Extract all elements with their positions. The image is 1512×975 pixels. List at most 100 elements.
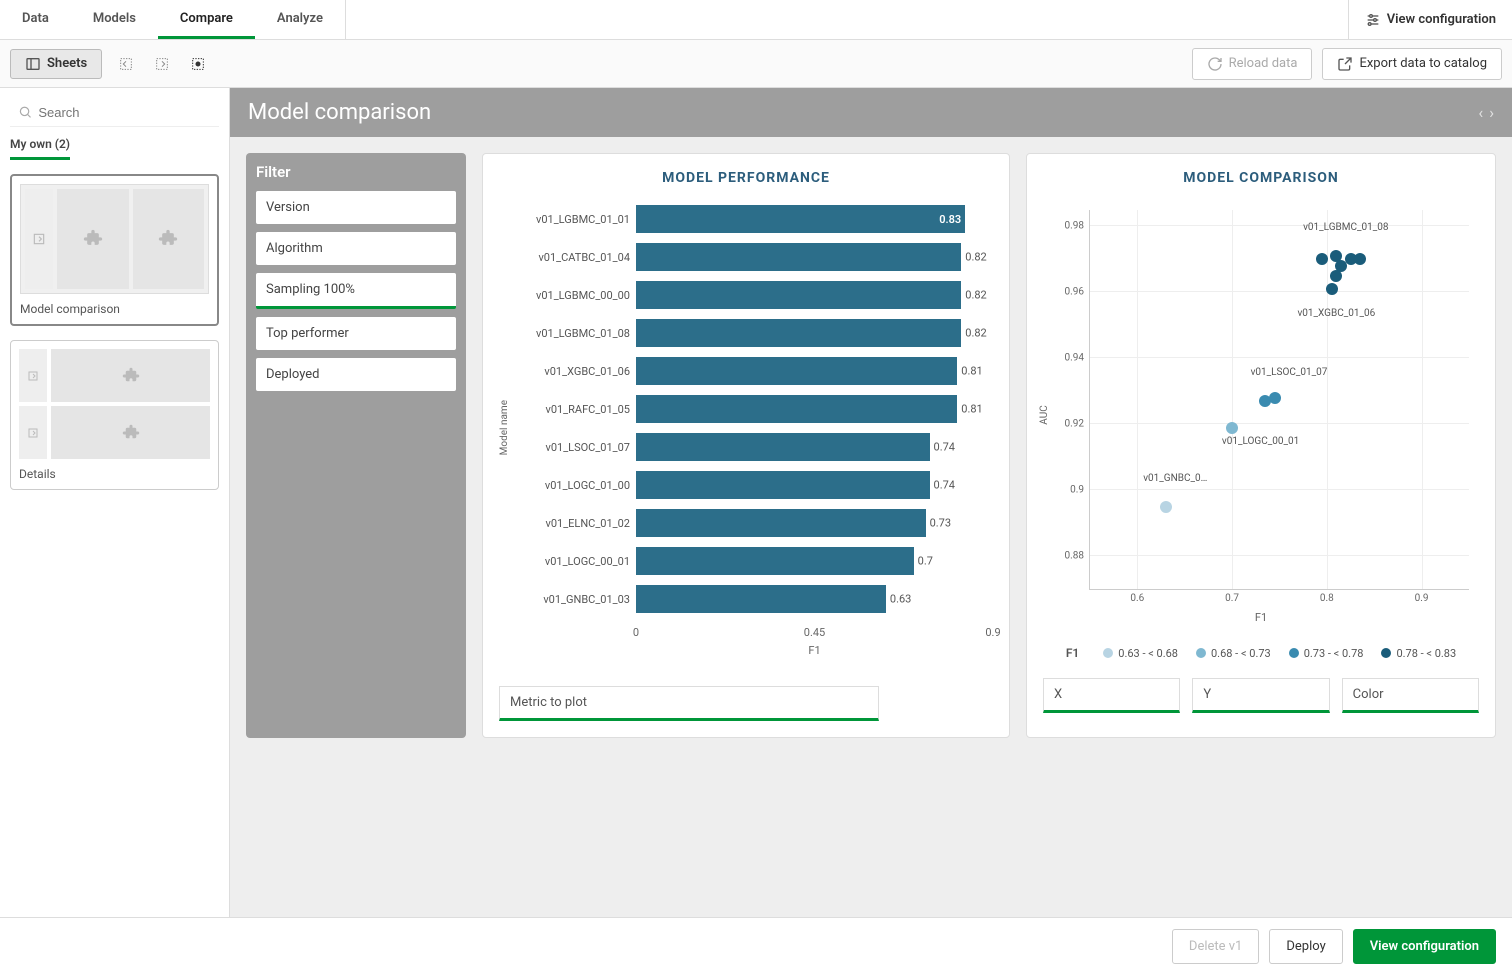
puzzle-icon (122, 367, 140, 385)
prev-sheet-icon[interactable]: ‹ (1478, 103, 1483, 122)
legend-label: 0.78 - < 0.83 (1396, 647, 1456, 660)
scatter-point[interactable] (1330, 250, 1342, 262)
bar-label: v01_XGBC_01_06 (516, 365, 636, 378)
bar-row: v01_LOGC_01_000.74 (516, 466, 993, 504)
bar-fill[interactable] (636, 585, 886, 613)
bar-label: v01_LGBMC_01_08 (516, 327, 636, 340)
bar-row: v01_LOGC_00_010.7 (516, 542, 993, 580)
metric-selector[interactable]: Metric to plot (499, 686, 879, 721)
scatter-annotation: v01_LSOC_01_07 (1251, 367, 1328, 378)
bar-track: 0.74 (636, 471, 993, 499)
reload-label: Reload data (1229, 56, 1298, 71)
bar-fill[interactable] (636, 319, 961, 347)
bar-track: 0.63 (636, 585, 993, 613)
selection-forward-icon[interactable] (146, 48, 178, 80)
thumb-placeholder (57, 189, 129, 289)
scatter-point[interactable] (1226, 422, 1238, 434)
bar-chart: Model name v01_LGBMC_01_010.83v01_CATBC_… (499, 200, 993, 656)
scatter-point[interactable] (1160, 501, 1172, 513)
top-nav: DataModelsCompareAnalyze View configurat… (0, 0, 1512, 40)
bar-fill[interactable] (636, 395, 957, 423)
nav-tab-data[interactable]: Data (0, 0, 71, 39)
reload-data-button[interactable]: Reload data (1192, 48, 1313, 80)
nav-tab-analyze[interactable]: Analyze (255, 0, 345, 39)
view-configuration-link[interactable]: View configuration (1365, 12, 1496, 28)
nav-tab-models[interactable]: Models (71, 0, 158, 39)
color-selector[interactable]: Color (1342, 678, 1479, 713)
scatter-point[interactable] (1316, 253, 1328, 265)
legend-item: 0.68 - < 0.73 (1196, 647, 1271, 660)
selection-back-icon[interactable] (110, 48, 142, 80)
chart-title: MODEL COMPARISON (1043, 170, 1479, 186)
bar-fill[interactable]: 0.83 (636, 205, 965, 233)
search-box[interactable] (10, 98, 219, 127)
bar-fill[interactable] (636, 547, 914, 575)
deploy-button[interactable]: Deploy (1269, 929, 1342, 964)
filter-item[interactable]: Version (256, 191, 456, 224)
content: Model comparison ‹ › Filter VersionAlgor… (230, 88, 1512, 917)
bar-area: v01_LGBMC_01_010.83v01_CATBC_01_040.82v0… (516, 200, 993, 656)
bar-x-axis-label: F1 (636, 644, 993, 657)
filter-item[interactable]: Deployed (256, 358, 456, 391)
clear-selection-icon[interactable] (182, 48, 214, 80)
legend-item: 0.73 - < 0.78 (1289, 647, 1364, 660)
nav-tabs: DataModelsCompareAnalyze (0, 0, 346, 39)
content-body: Filter VersionAlgorithmSampling 100%Top … (230, 137, 1512, 754)
sheet-card-details[interactable]: Details (10, 340, 219, 490)
header-nav: ‹ › (1478, 103, 1494, 122)
axis-selectors: X Y Color (1043, 678, 1479, 713)
scatter-point[interactable] (1354, 253, 1366, 265)
bar-track: 0.82 (636, 319, 993, 347)
scatter-ytick: 0.94 (1065, 353, 1091, 364)
thumb-placeholder (19, 406, 47, 459)
bar-track: 0.81 (636, 395, 993, 423)
export-data-button[interactable]: Export data to catalog (1322, 48, 1502, 80)
bar-track: 0.83 (636, 205, 993, 233)
sheet-card-model-comparison[interactable]: Model comparison (10, 174, 219, 326)
bar-fill[interactable] (636, 243, 961, 271)
sheet-thumbnail (19, 349, 210, 459)
puzzle-icon (83, 229, 103, 249)
bar-fill[interactable] (636, 509, 926, 537)
bar-label: v01_RAFC_01_05 (516, 403, 636, 416)
export-label: Export data to catalog (1359, 56, 1487, 71)
delete-button[interactable]: Delete v1 (1172, 929, 1259, 964)
sheets-button[interactable]: Sheets (10, 49, 102, 79)
toolbar: Sheets Reload data Export data to catalo… (0, 40, 1512, 88)
bar-xtick: 0.45 (804, 626, 825, 639)
y-axis-selector[interactable]: Y (1192, 678, 1329, 713)
bar-value: 0.74 (934, 441, 955, 454)
scatter-point[interactable] (1326, 283, 1338, 295)
scatter-ytick: 0.88 (1065, 551, 1091, 562)
legend-item: 0.63 - < 0.68 (1103, 647, 1178, 660)
bar-fill[interactable] (636, 357, 957, 385)
bar-track: 0.73 (636, 509, 993, 537)
legend-dot (1289, 648, 1299, 658)
filter-item[interactable]: Top performer (256, 317, 456, 350)
search-icon (18, 104, 32, 120)
legend-dot (1381, 648, 1391, 658)
view-configuration-button[interactable]: View configuration (1353, 929, 1496, 964)
x-axis-selector[interactable]: X (1043, 678, 1180, 713)
bar-fill[interactable] (636, 433, 930, 461)
thumb-placeholder (25, 189, 53, 289)
sheet-label: Details (19, 467, 210, 481)
sidebar-subtab-myown[interactable]: My own (2) (10, 137, 70, 160)
next-sheet-icon[interactable]: › (1489, 103, 1494, 122)
scatter-point[interactable] (1269, 392, 1281, 404)
bar-fill[interactable] (636, 281, 961, 309)
bar-track: 0.81 (636, 357, 993, 385)
scatter-xtick: 0.6 (1130, 589, 1144, 604)
footer: Delete v1 Deploy View configuration (0, 917, 1512, 975)
bar-row: v01_LGBMC_01_080.82 (516, 314, 993, 352)
bar-label: v01_GNBC_01_03 (516, 593, 636, 606)
nav-tab-compare[interactable]: Compare (158, 0, 255, 39)
filter-item[interactable]: Algorithm (256, 232, 456, 265)
scatter-legend: F10.63 - < 0.680.68 - < 0.730.73 - < 0.7… (1043, 646, 1479, 660)
search-input[interactable] (38, 105, 211, 120)
bar-label: v01_LSOC_01_07 (516, 441, 636, 454)
filter-item[interactable]: Sampling 100% (256, 273, 456, 309)
bar-xtick: 0 (633, 626, 639, 639)
scatter-plot-area: 0.60.70.80.90.880.90.920.940.960.98v01_G… (1089, 210, 1469, 590)
bar-fill[interactable] (636, 471, 930, 499)
